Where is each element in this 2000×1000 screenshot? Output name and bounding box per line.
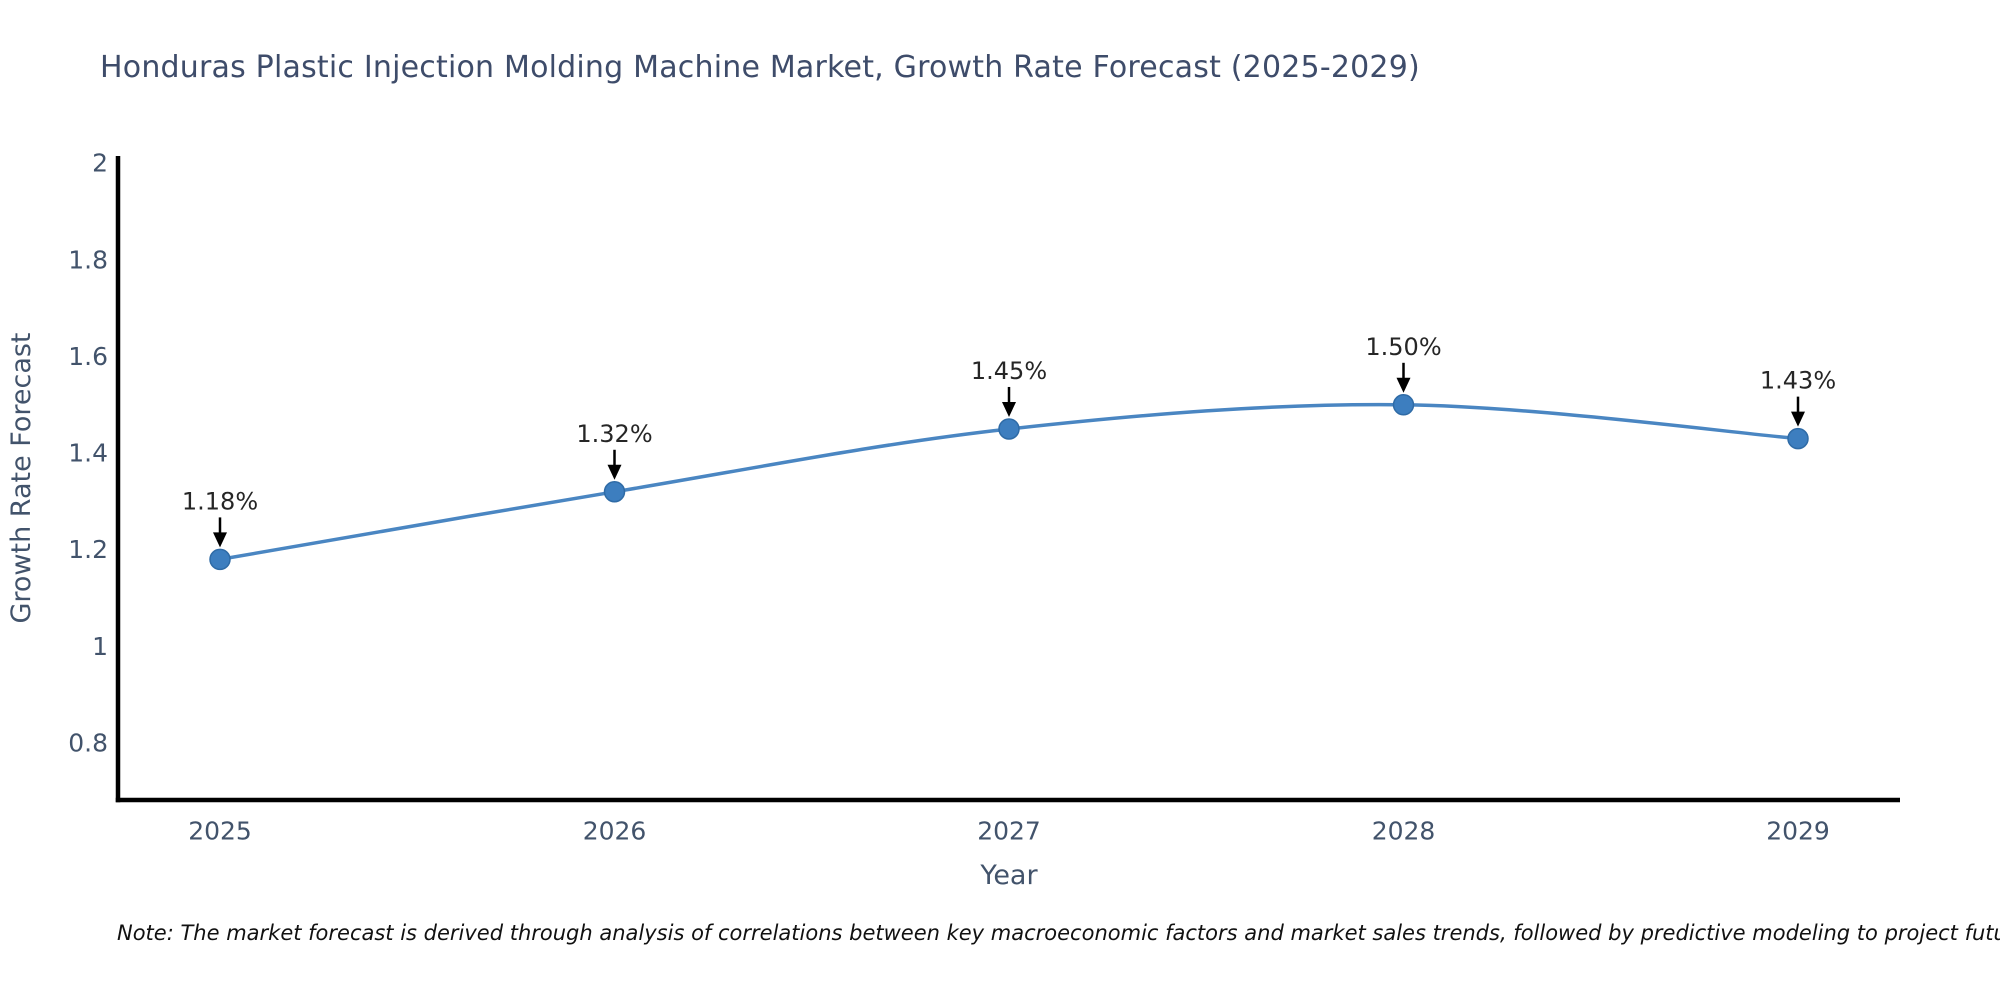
chart-title: Honduras Plastic Injection Molding Machi…	[100, 50, 1420, 85]
y-tick-label: 2	[92, 149, 108, 178]
x-tick-label: 2028	[1372, 817, 1436, 846]
data-point-marker	[998, 418, 1020, 440]
x-tick-label: 2027	[977, 817, 1041, 846]
y-tick-label: 1.6	[68, 342, 108, 371]
y-tick-label: 1.4	[68, 439, 108, 468]
y-tick-label: 0.8	[68, 728, 108, 757]
data-point-marker	[1787, 427, 1809, 450]
y-tick-label: 1.8	[68, 245, 108, 274]
annotation-arrow-head	[1791, 411, 1805, 427]
annotation-arrow-head	[1396, 377, 1411, 393]
y-tick-label: 1.2	[68, 535, 108, 564]
point-annotation-label: 1.43%	[1760, 367, 1836, 395]
y-axis-title: Growth Rate Forecast	[6, 332, 37, 623]
point-annotation-label: 1.32%	[576, 420, 652, 448]
x-axis-title: Year	[979, 860, 1038, 891]
x-tick-label: 2025	[188, 817, 252, 846]
plot-layer: 0.8 1 1.2 1.4 1.6 1.8 2 2025 2026 2027 2028 2029 1.1…	[68, 149, 1900, 846]
data-point-marker	[1392, 394, 1415, 416]
point-annotation-label: 1.50%	[1365, 333, 1441, 361]
annotation-arrow-head	[213, 532, 227, 548]
point-annotation-label: 1.45%	[971, 357, 1047, 385]
annotation-arrow-head	[1002, 401, 1016, 417]
footnote-text: Note: The market forecast is derived thr…	[117, 921, 2000, 945]
x-tick-label: 2026	[583, 817, 647, 846]
data-point-marker	[603, 481, 626, 503]
y-tick-label: 1	[92, 632, 108, 661]
data-point-marker	[209, 548, 231, 571]
x-tick-label: 2029	[1766, 817, 1830, 846]
point-annotation-label: 1.18%	[182, 487, 258, 515]
annotation-arrow-head	[607, 464, 622, 480]
